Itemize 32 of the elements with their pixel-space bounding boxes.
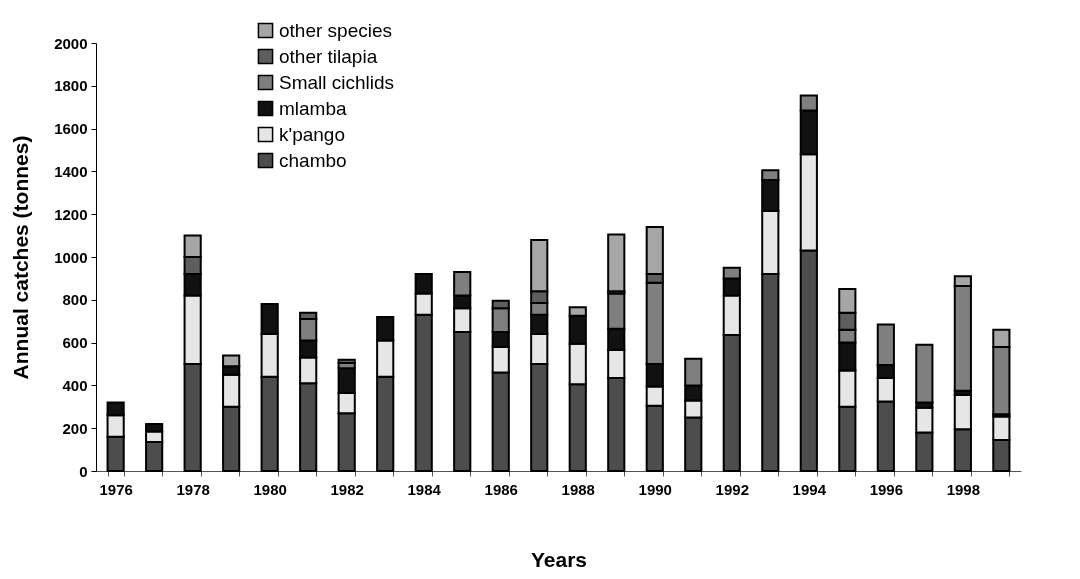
y-tick-label: 200 — [62, 419, 88, 437]
legend-label: mlamba — [279, 97, 348, 119]
x-tick-label: 1992 — [715, 480, 749, 498]
legend-label: chambo — [279, 149, 347, 171]
y-tick-label: 1200 — [54, 205, 88, 223]
y-tick-label: 800 — [62, 291, 88, 309]
x-tick-label: 1986 — [484, 480, 518, 498]
bar — [607, 233, 626, 293]
y-tick-label: 1000 — [54, 248, 88, 266]
legend-label: Small cichlids — [279, 71, 395, 93]
x-tick-label: 1994 — [792, 480, 827, 498]
x-tick-label: 1990 — [638, 480, 672, 498]
x-axis-title: Years — [530, 547, 588, 571]
x-tick-label: 1988 — [561, 480, 595, 498]
y-tick-label: 1800 — [54, 77, 88, 95]
y-tick-label: 400 — [62, 376, 88, 394]
x-tick-label: 1996 — [869, 480, 904, 498]
y-tick-label: 0 — [79, 462, 88, 480]
legend-label: k'pango — [279, 123, 345, 145]
y-axis-title: Annual catches (tonnes) — [9, 135, 33, 380]
x-tick-label: 1982 — [330, 480, 364, 498]
x-tick-label: 1976 — [99, 480, 133, 498]
x-tick-label: 1980 — [253, 480, 287, 498]
x-tick-label: 1984 — [407, 480, 442, 498]
y-tick-label: 1600 — [54, 120, 88, 138]
y-tick-label: 1400 — [54, 162, 88, 180]
y-tick-label: 2000 — [54, 34, 88, 52]
legend-label: other species — [279, 19, 393, 41]
x-tick-label: 1998 — [946, 480, 981, 498]
x-tick-label: 1978 — [176, 480, 210, 498]
y-tick-label: 600 — [62, 334, 88, 352]
legend-label: other tilapia — [279, 45, 378, 67]
